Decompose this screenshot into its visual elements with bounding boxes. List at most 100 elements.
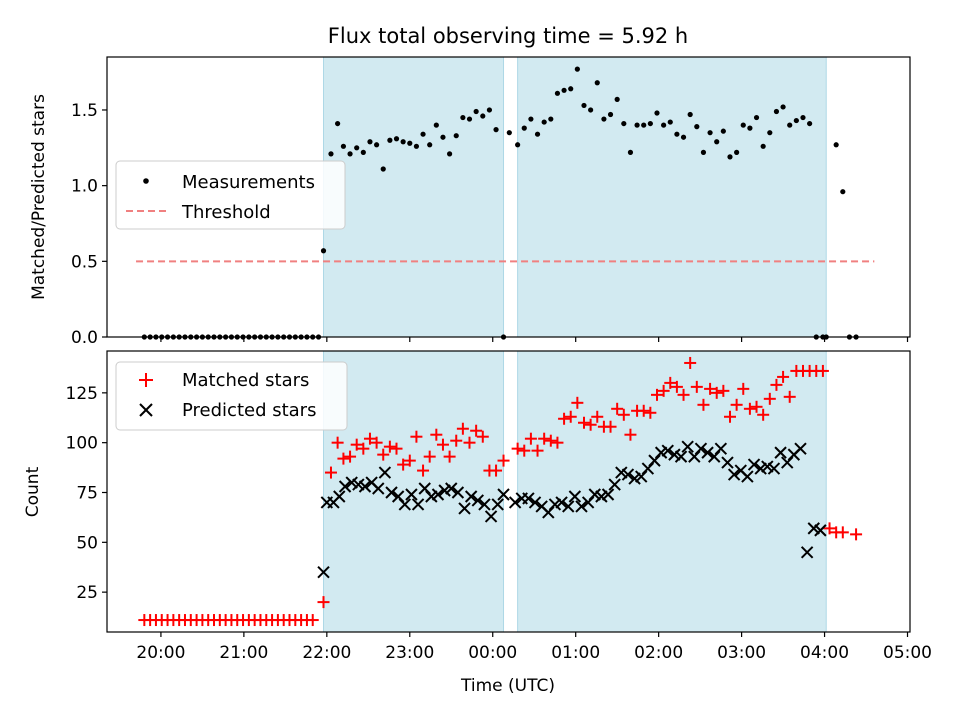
matched-star-point <box>490 464 503 477</box>
predicted-star-point <box>575 500 588 513</box>
measurement-point <box>807 120 813 127</box>
legend-predicted-label: Predicted stars <box>182 400 316 421</box>
matched-star-point <box>644 406 657 419</box>
measurement-point <box>720 128 726 134</box>
measurement-point <box>548 116 554 122</box>
bottom-y-axis-label: Count <box>23 466 43 517</box>
predicted-star-point <box>458 502 471 515</box>
measurement-point <box>674 131 680 137</box>
matched-star-point <box>823 522 836 535</box>
matched-star-point <box>443 450 456 463</box>
measurement-point <box>588 107 594 113</box>
matched-star-point <box>717 384 730 397</box>
top-y-axis-label: Matched/Predicted stars <box>29 94 49 300</box>
y-tick-label: 0.5 <box>71 252 98 272</box>
legend-matched-marker <box>139 373 153 387</box>
measurement-point <box>486 107 493 113</box>
matched-star-point <box>710 386 723 399</box>
measurement-point <box>634 122 640 128</box>
measurement-point <box>767 130 773 136</box>
matched-star-point <box>836 526 849 539</box>
matched-star-point <box>524 432 537 445</box>
measurement-point <box>793 117 799 124</box>
matched-star-point <box>604 420 617 433</box>
matched-star-point <box>417 464 430 477</box>
measurement-point <box>360 149 366 155</box>
measurement-point <box>387 137 393 143</box>
top-panel: 0.0 0.5 1.0 1.5 Matched/Predicted stars Mea… <box>29 56 911 348</box>
x-tick-label: 04:00 <box>800 643 849 663</box>
measurement-point <box>707 130 713 136</box>
matched-star-point <box>611 402 624 415</box>
matched-star-point <box>777 370 790 383</box>
measurement-point <box>607 111 614 118</box>
predicted-star-point <box>714 442 728 455</box>
measurement-point <box>506 130 512 136</box>
matched-star-point <box>564 410 577 423</box>
matched-star-point <box>350 438 363 451</box>
measurement-point <box>740 122 746 128</box>
measurement-point <box>753 114 760 121</box>
predicted-star-point <box>445 482 458 495</box>
x-tick-label: 22:00 <box>302 643 351 663</box>
predicted-star-point <box>398 498 412 511</box>
matched-star-point <box>770 378 783 391</box>
matched-star-point <box>331 436 344 449</box>
predicted-star-point <box>491 498 504 511</box>
x-tick-label: 20:00 <box>136 643 185 663</box>
predicted-star-point <box>411 498 425 511</box>
matched-star-point <box>697 398 710 411</box>
measurement-point <box>393 136 400 142</box>
observing-span <box>517 56 827 338</box>
measurement-point <box>473 108 479 115</box>
measurement-point <box>354 145 360 151</box>
measurement-point <box>687 111 693 118</box>
predicted-star-point <box>814 524 827 537</box>
predicted-star-point <box>522 492 535 505</box>
bottom-x-axis-ticks: 20:00 21:00 22:00 23:00 00:00 01:00 02:00 03:00… <box>136 632 932 663</box>
measurement-point <box>561 87 567 93</box>
matched-star-point <box>377 448 390 461</box>
matched-star-point <box>558 412 571 425</box>
measurement-point <box>521 125 527 131</box>
measurement-point <box>734 149 740 155</box>
legend-matched-label: Matched stars <box>182 370 309 391</box>
predicted-star-point <box>378 466 392 479</box>
matched-star-point <box>670 380 683 393</box>
predicted-star-point <box>727 468 741 481</box>
matched-star-point <box>684 356 697 369</box>
top-legend: Measurements Threshold <box>115 160 346 230</box>
x-tick-label: 03:00 <box>717 643 766 663</box>
predicted-star-point <box>484 510 498 523</box>
matched-star-point <box>410 430 423 443</box>
measurement-point <box>667 119 673 125</box>
measurement-point <box>515 142 521 148</box>
top-shaded-spans <box>323 56 827 338</box>
y-tick-label: 100 <box>66 434 98 454</box>
matched-star-point <box>306 614 319 627</box>
measurement-point <box>320 248 327 254</box>
x-tick-label: 00:00 <box>468 643 517 663</box>
bottom-legend-box <box>115 361 348 431</box>
measurement-point <box>328 151 334 157</box>
bottom-shaded-spans <box>323 350 827 633</box>
matched-star-point <box>463 436 476 449</box>
measurement-point <box>466 116 473 122</box>
measurement-point <box>347 151 353 157</box>
bottom-panel: 25 50 75 100 125 20:00 21:00 22:00 23:00 00:00 01… <box>23 350 932 696</box>
measurement-point <box>407 140 413 146</box>
predicted-star-point <box>774 446 787 459</box>
top-legend-box <box>115 160 346 230</box>
predicted-star-point <box>721 456 734 469</box>
matched-stars-series <box>138 356 863 627</box>
matched-star-point <box>723 410 736 423</box>
measurement-point <box>727 154 733 160</box>
matched-star-point <box>577 416 590 429</box>
measurement-point <box>840 189 846 195</box>
legend-measurements-marker <box>143 178 149 184</box>
measurement-point <box>433 122 439 128</box>
predicted-star-point <box>405 488 418 501</box>
measurement-point <box>594 80 600 86</box>
y-tick-label: 0.0 <box>71 328 98 348</box>
measurement-point <box>427 142 433 148</box>
